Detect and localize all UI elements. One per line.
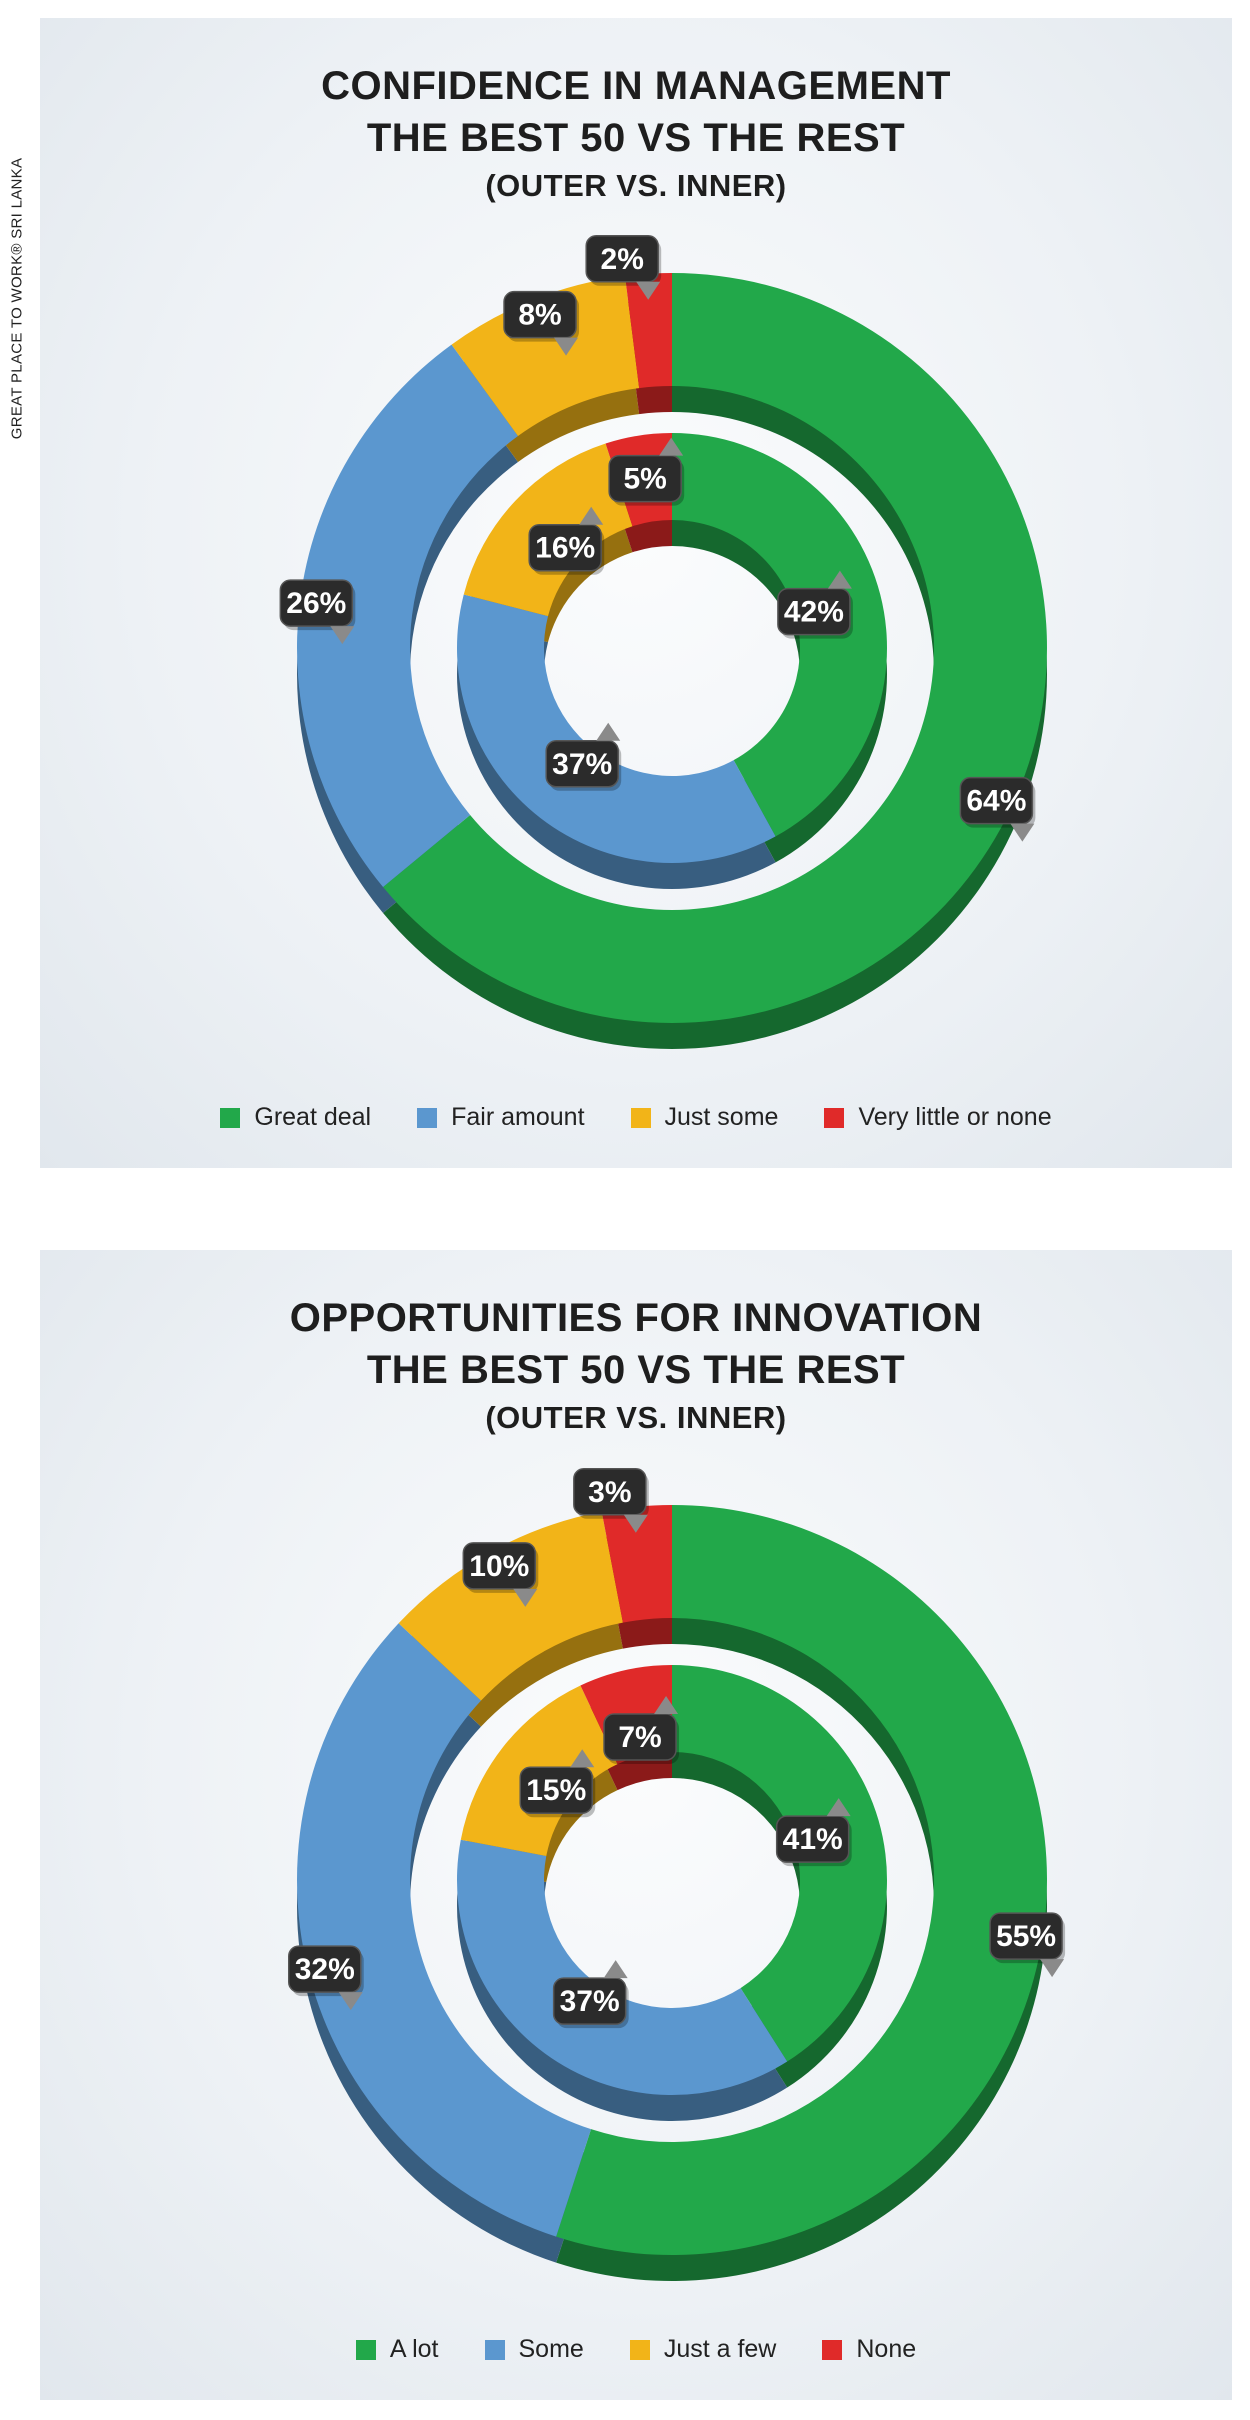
chart-subtitle-note: (OUTER VS. INNER) bbox=[485, 1400, 787, 1435]
svg-text:5%: 5% bbox=[623, 463, 666, 496]
side-label-text: GREAT PLACE TO WORK® SRI LANKA bbox=[8, 157, 26, 439]
data-label: 10% bbox=[462, 1542, 539, 1607]
data-label: 16% bbox=[528, 506, 605, 575]
svg-text:64%: 64% bbox=[966, 785, 1026, 818]
svg-text:26%: 26% bbox=[286, 587, 346, 620]
data-label: 7% bbox=[603, 1696, 680, 1765]
legend-label: None bbox=[856, 2335, 917, 2363]
legend-item: Great deal bbox=[220, 1103, 371, 1132]
legend-item: None bbox=[822, 2335, 916, 2364]
legend-label: Just some bbox=[664, 1103, 779, 1131]
svg-text:8%: 8% bbox=[518, 299, 561, 332]
svg-text:15%: 15% bbox=[526, 1774, 586, 1807]
legend-item: Just some bbox=[630, 1103, 779, 1132]
svg-text:37%: 37% bbox=[552, 748, 612, 781]
nested-donut-chart: 64% 26% 8% 2% 42% 37% 16% 5% bbox=[279, 235, 1048, 1050]
legend-item: Just a few bbox=[629, 2335, 777, 2364]
legend-label: Just a few bbox=[663, 2335, 777, 2363]
legend-swatch-yellow bbox=[629, 2339, 650, 2360]
slice-outer bbox=[556, 1505, 1047, 2255]
legend-label: Very little or none bbox=[858, 1103, 1052, 1131]
chart-subtitle-note: (OUTER VS. INNER) bbox=[485, 168, 787, 203]
slice-outer bbox=[296, 344, 519, 888]
chart-titles: OPPORTUNITIES FOR INNOVATION THE BEST 50… bbox=[40, 1292, 1232, 1440]
legend-item: A lot bbox=[355, 2335, 439, 2364]
chart-subtitle: THE BEST 50 VS THE REST bbox=[366, 116, 906, 160]
legend-swatch-green bbox=[220, 1107, 241, 1128]
legend-swatch-green bbox=[355, 2339, 376, 2360]
svg-text:7%: 7% bbox=[618, 1721, 661, 1754]
slice-outer bbox=[398, 1511, 623, 1701]
side-label: GREAT PLACE TO WORK® SRI LANKA bbox=[4, 138, 30, 458]
slice-inner bbox=[457, 1839, 788, 2095]
chart-subtitle: THE BEST 50 VS THE REST bbox=[366, 1348, 906, 1392]
svg-text:55%: 55% bbox=[996, 1920, 1056, 1953]
data-label: 32% bbox=[288, 1945, 364, 2011]
nested-donut-chart: 55% 32% 10% 3% 41% 37% 15% 7% bbox=[288, 1468, 1066, 2281]
legend-item: Fair amount bbox=[417, 1103, 585, 1132]
data-label: 8% bbox=[503, 290, 580, 356]
legend-label: Great deal bbox=[254, 1103, 372, 1131]
slice-inner bbox=[672, 433, 887, 837]
legend-item: Very little or none bbox=[824, 1103, 1052, 1132]
slice-outer bbox=[601, 1505, 672, 1623]
data-label: 37% bbox=[545, 722, 622, 791]
svg-text:16%: 16% bbox=[535, 532, 595, 565]
chart-titles: CONFIDENCE IN MANAGEMENT THE BEST 50 VS … bbox=[40, 60, 1232, 208]
legend-label: Some bbox=[518, 2335, 584, 2363]
slice-outer bbox=[383, 273, 1048, 1024]
svg-text:3%: 3% bbox=[588, 1476, 631, 1509]
legend-swatch-blue bbox=[417, 1107, 438, 1128]
data-label: 5% bbox=[608, 437, 685, 506]
chart-panel-confidence: CONFIDENCE IN MANAGEMENT THE BEST 50 VS … bbox=[40, 18, 1232, 1168]
legend-label: A lot bbox=[389, 2335, 439, 2363]
svg-text:10%: 10% bbox=[469, 1550, 529, 1583]
data-label: 41% bbox=[775, 1798, 852, 1867]
svg-text:41%: 41% bbox=[783, 1823, 843, 1856]
slice-outer bbox=[296, 1623, 592, 2237]
slice-inner bbox=[456, 594, 776, 863]
legend-swatch-yellow bbox=[630, 1107, 651, 1128]
data-label: 3% bbox=[573, 1468, 649, 1533]
chart-title: OPPORTUNITIES FOR INNOVATION bbox=[289, 1296, 983, 1340]
data-label: 37% bbox=[552, 1960, 629, 2029]
slice-inner bbox=[672, 1665, 887, 2062]
legend-item: Some bbox=[484, 2335, 584, 2364]
svg-text:32%: 32% bbox=[295, 1953, 355, 1986]
svg-text:42%: 42% bbox=[784, 596, 844, 629]
data-label: 42% bbox=[777, 570, 853, 639]
slice-outer bbox=[625, 273, 672, 389]
chart-panel-innovation: OPPORTUNITIES FOR INNOVATION THE BEST 50… bbox=[40, 1250, 1232, 2400]
chart-legend: Great deal Fair amount Just some Very li… bbox=[40, 1103, 1232, 1132]
data-label: 2% bbox=[585, 235, 662, 300]
data-label: 15% bbox=[519, 1749, 596, 1818]
legend-swatch-blue bbox=[484, 2339, 505, 2360]
svg-text:37%: 37% bbox=[560, 1985, 620, 2018]
data-label: 64% bbox=[959, 776, 1036, 842]
chart-title: CONFIDENCE IN MANAGEMENT bbox=[321, 64, 951, 108]
slice-outer bbox=[451, 275, 640, 437]
data-label: 55% bbox=[989, 1912, 1066, 1978]
data-label: 26% bbox=[279, 579, 356, 645]
chart-legend: A lot Some Just a few None bbox=[40, 2335, 1232, 2364]
legend-swatch-red bbox=[822, 2339, 843, 2360]
legend-swatch-red bbox=[824, 1107, 845, 1128]
svg-text:2%: 2% bbox=[601, 243, 644, 276]
legend-label: Fair amount bbox=[451, 1103, 585, 1131]
